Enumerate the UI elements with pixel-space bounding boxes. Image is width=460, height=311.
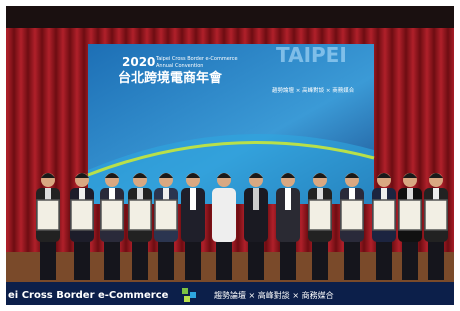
screen-year: 2020 bbox=[122, 55, 155, 69]
logo-tile bbox=[182, 288, 188, 294]
banner-text: ei Cross Border e-Commerce bbox=[8, 290, 169, 301]
certificate bbox=[309, 200, 331, 230]
certificate bbox=[37, 200, 59, 230]
certificate bbox=[373, 200, 395, 230]
person-legs bbox=[104, 238, 120, 280]
person-legs bbox=[280, 238, 296, 280]
person-shirt bbox=[190, 188, 196, 210]
person-legs bbox=[185, 238, 201, 280]
photo: 2020 Taipei Cross Border e-Commerce Annu… bbox=[0, 0, 460, 311]
certificate bbox=[425, 200, 447, 230]
certificate bbox=[341, 200, 363, 230]
person-legs bbox=[428, 238, 444, 280]
screen-tagline: 趨勢論壇 × 高峰對談 × 商務媒合 bbox=[272, 86, 355, 94]
person-legs bbox=[40, 238, 56, 280]
person-legs bbox=[312, 238, 328, 280]
certificate bbox=[71, 200, 93, 230]
person-legs bbox=[344, 238, 360, 280]
ceiling bbox=[6, 6, 454, 28]
person-legs bbox=[248, 238, 264, 280]
person-shirt bbox=[253, 188, 259, 210]
person-legs bbox=[74, 238, 90, 280]
person-legs bbox=[402, 238, 418, 280]
person-legs bbox=[132, 238, 148, 280]
person-shirt bbox=[221, 188, 227, 210]
screen-subtitle: Annual Convention bbox=[156, 63, 203, 69]
certificate bbox=[155, 200, 177, 230]
person-legs bbox=[376, 238, 392, 280]
person-legs bbox=[216, 238, 232, 280]
screen-city: TAIPEI bbox=[276, 43, 347, 67]
certificate bbox=[129, 200, 151, 230]
certificate bbox=[399, 200, 421, 230]
person-legs bbox=[158, 238, 174, 280]
screen-title: 台北跨境電商年會 bbox=[118, 70, 223, 86]
logo-tile bbox=[190, 292, 196, 298]
banner-tagline: 趨勢論壇 × 高峰對談 × 商務媒合 bbox=[214, 290, 334, 300]
logo-tile bbox=[184, 296, 190, 302]
person-shirt bbox=[285, 188, 291, 210]
certificate bbox=[101, 200, 123, 230]
page: 2020 Taipei Cross Border e-Commerce Annu… bbox=[0, 0, 460, 311]
screen-subtitle: Taipei Cross Border e-Commerce bbox=[155, 56, 238, 62]
